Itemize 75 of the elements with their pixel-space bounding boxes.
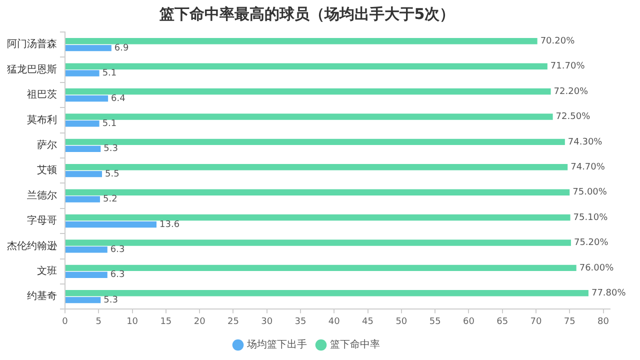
x-tick-label: 75 <box>564 316 576 327</box>
x-tick-label: 30 <box>261 316 273 327</box>
data-label: 5.2 <box>102 194 118 205</box>
bar <box>66 38 538 44</box>
bar <box>66 138 565 146</box>
bar <box>66 221 157 228</box>
data-label: 75.10% <box>573 212 608 223</box>
data-label: 6.3 <box>110 270 125 280</box>
data-label: 5.3 <box>104 295 118 306</box>
data-label: 5.3 <box>104 144 118 154</box>
data-label: 72.50% <box>556 112 591 122</box>
x-tick-label: 80 <box>598 316 610 327</box>
data-label: 75.20% <box>574 238 609 248</box>
bar <box>66 120 100 127</box>
data-label: 5.1 <box>102 68 117 79</box>
y-tick-label: 萨尔 <box>37 138 57 151</box>
data-label: 74.70% <box>570 162 606 172</box>
y-tick-label: 猛龙巴恩斯 <box>7 63 57 76</box>
data-label: 77.80% <box>591 288 626 298</box>
x-tick-label: 45 <box>362 316 374 327</box>
data-label: 6.4 <box>111 94 126 104</box>
x-tick-label: 0 <box>62 316 68 327</box>
x-tick-label: 40 <box>328 316 340 327</box>
y-tick-label: 莫布利 <box>27 114 57 126</box>
bar <box>66 63 548 70</box>
data-label: 6.3 <box>110 245 125 256</box>
data-label: 13.6 <box>160 220 180 230</box>
bar <box>66 70 100 76</box>
y-tick-label: 约基奇 <box>27 290 57 302</box>
bar <box>66 189 570 196</box>
y-tick-label: 祖巴茨 <box>27 88 57 101</box>
bar <box>66 95 108 102</box>
x-tick-label: 55 <box>429 316 441 327</box>
data-label: 71.70% <box>550 62 586 72</box>
y-tick-label: 阿门汤普森 <box>7 38 57 50</box>
x-tick-label: 50 <box>396 316 408 327</box>
chart-title: 篮下命中率最高的球员（场均出手大于5次） <box>158 4 455 23</box>
data-label: 76.00% <box>579 263 614 274</box>
bar <box>66 88 551 95</box>
data-label: 74.30% <box>568 137 603 148</box>
bar <box>66 296 101 304</box>
y-tick-label: 文班 <box>37 264 57 277</box>
bar <box>66 44 112 52</box>
x-tick-label: 35 <box>294 316 306 327</box>
y-tick-label: 杰伦约翰逊 <box>7 240 57 252</box>
bar <box>66 170 102 178</box>
x-tick-label: 20 <box>194 316 206 327</box>
y-tick-label: 兰德尔 <box>27 189 57 202</box>
bar <box>66 114 553 120</box>
bar <box>66 290 588 296</box>
bar <box>66 272 108 278</box>
bar <box>66 196 100 202</box>
data-label: 5.1 <box>102 119 117 130</box>
y-tick-label: 字母哥 <box>27 214 57 227</box>
x-tick-label: 65 <box>496 316 508 327</box>
x-tick-label: 70 <box>530 316 542 327</box>
bar <box>66 146 101 152</box>
data-label: 70.20% <box>540 36 576 46</box>
legend-label: 场均篮下出手 <box>246 338 307 351</box>
x-tick-label: 60 <box>462 316 475 327</box>
data-label: 72.20% <box>554 86 589 97</box>
data-label: 6.9 <box>114 43 130 54</box>
y-tick-label: 艾顿 <box>37 164 57 176</box>
x-tick-label: 10 <box>126 316 138 327</box>
legend-label: 篮下命中率 <box>330 338 380 351</box>
bar <box>66 164 568 170</box>
bar <box>66 246 108 253</box>
x-tick-label: 15 <box>160 316 172 327</box>
bar <box>66 264 576 272</box>
x-tick-label: 5 <box>96 316 102 327</box>
bar <box>66 214 570 221</box>
data-label: 5.5 <box>105 169 120 180</box>
bar <box>66 240 571 246</box>
x-tick-label: 25 <box>227 316 239 327</box>
data-label: 75.00% <box>572 188 608 198</box>
